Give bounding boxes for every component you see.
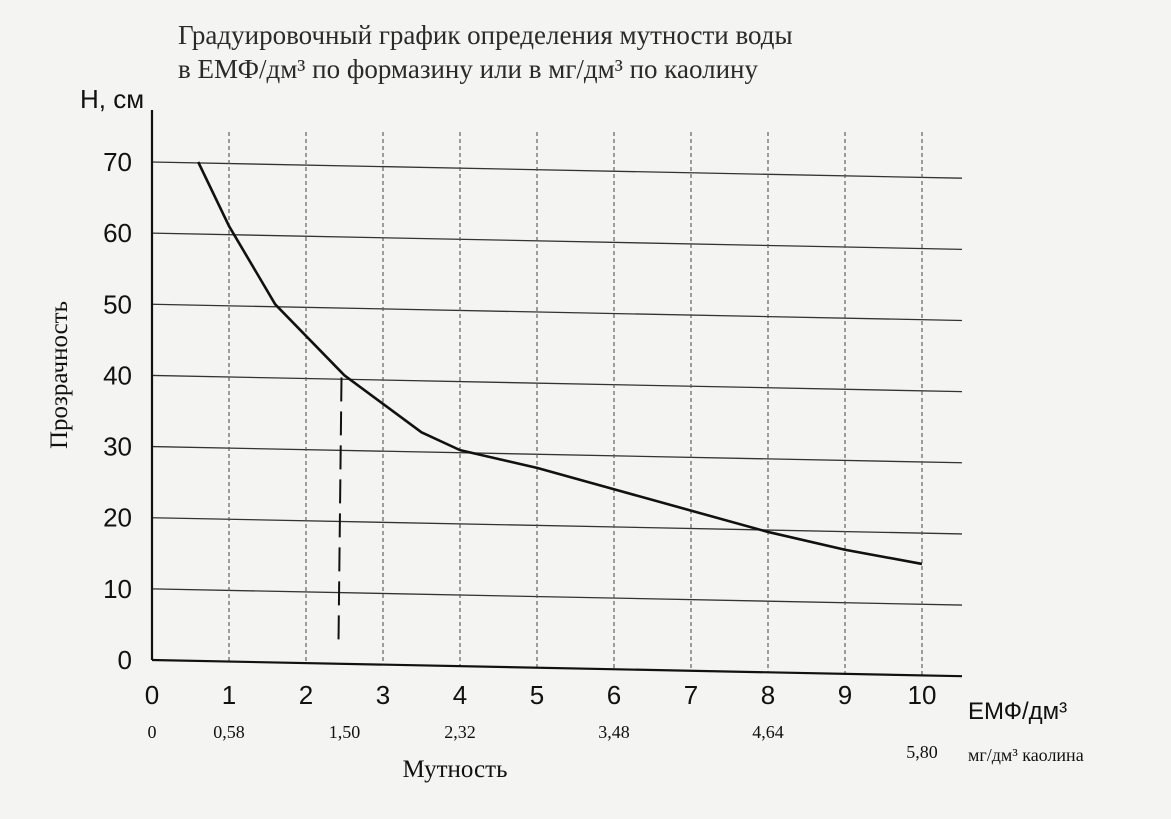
h-gridline	[151, 517, 963, 535]
h-gridline	[151, 232, 963, 250]
axes	[150, 110, 963, 678]
y-tick-label: 20	[103, 503, 132, 533]
y-tick-label: 40	[103, 360, 132, 390]
x2-tick-label: 0	[148, 722, 157, 742]
series	[197, 161, 923, 643]
x-axis-line	[151, 658, 963, 678]
x2-axis-unit: мг/дм³ каолина	[968, 745, 1084, 765]
x2-tick-label: 1,50	[329, 722, 361, 742]
x-tick-label: 0	[145, 680, 159, 710]
x-axis-label: Мутность	[403, 756, 508, 783]
x-tick-label: 4	[453, 680, 467, 710]
y-tick-label: 0	[118, 645, 132, 675]
y-tick-label: 70	[103, 147, 132, 177]
x2-tick-label: 2,32	[444, 722, 476, 742]
x2-tick-label: 5,80	[906, 742, 938, 762]
y-axis-label: Прозрачность	[46, 301, 73, 449]
y-tick-label: 50	[103, 289, 132, 319]
y-tick-label: 30	[103, 432, 132, 462]
h-gridline	[151, 303, 963, 322]
h-gridline	[151, 374, 963, 393]
x-tick-label: 5	[530, 680, 544, 710]
h-gridline	[151, 445, 963, 464]
grid	[151, 132, 963, 676]
dashed-drop-line	[337, 377, 343, 643]
x2-tick-label: 3,48	[598, 722, 630, 742]
series-line	[197, 161, 923, 566]
x2-tick-label: 0,58	[213, 722, 245, 742]
x-tick-label: 10	[908, 680, 937, 710]
x-tick-label: 2	[299, 680, 313, 710]
h-gridline	[151, 588, 963, 606]
chart-title: Градуировочный график определения мутнос…	[178, 20, 793, 50]
x2-tick-label: 4,64	[752, 722, 784, 742]
y-tick-label: 60	[103, 218, 132, 248]
y-tick-label: 10	[103, 574, 132, 604]
x-axis-unit: ЕМФ/дм³	[968, 698, 1067, 725]
x-tick-label: 9	[838, 680, 852, 710]
x-tick-label: 6	[607, 680, 621, 710]
x-tick-label: 8	[761, 680, 775, 710]
x-tick-label: 3	[376, 680, 390, 710]
x-tick-label: 1	[222, 680, 236, 710]
y-axis-unit: Н, см	[80, 84, 144, 114]
chart-subtitle: в ЕМФ/дм³ по формазину или в мг/дм³ по к…	[178, 54, 758, 84]
x-tick-label: 7	[684, 680, 698, 710]
h-gridline	[151, 161, 963, 179]
tick-labels: 0 10 20 30 40 50 60 70 0 1 2 3 4 5 6 7 8 9 10 0 0,58 1,50 2,32…	[103, 147, 938, 762]
